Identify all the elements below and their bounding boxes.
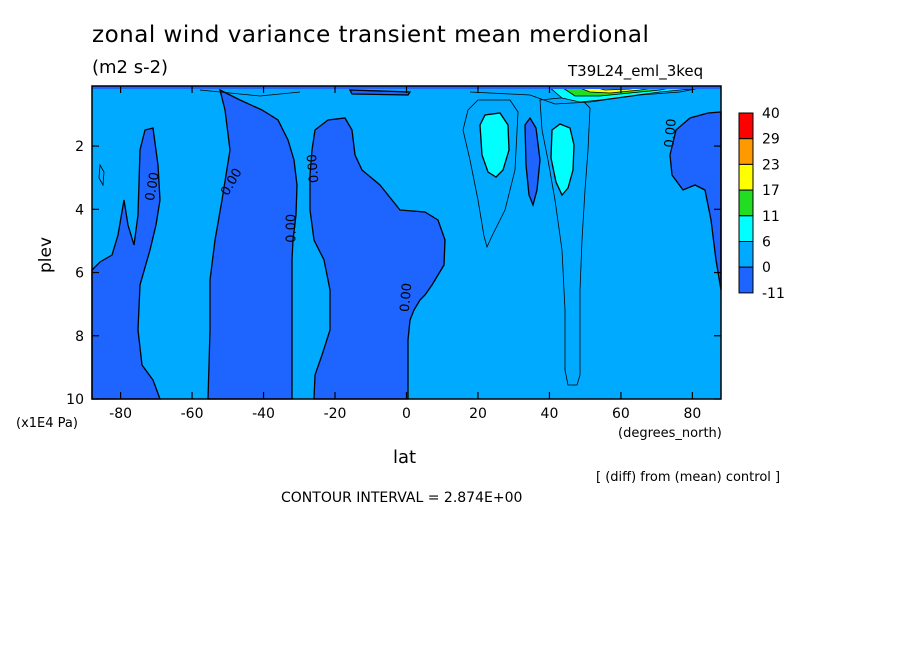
negative-region-far-south bbox=[91, 127, 161, 400]
y-axis-ticks: 2 4 6 8 10 bbox=[66, 139, 721, 408]
colorbar-swatch bbox=[738, 138, 754, 165]
colorbar-label: -11 bbox=[762, 286, 785, 302]
y-tick-label: 6 bbox=[75, 266, 84, 282]
colorbar-label: 11 bbox=[762, 209, 780, 225]
y-axis-unit: (x1E4 Pa) bbox=[16, 416, 78, 431]
contour-interval-label: CONTOUR INTERVAL = 2.874E+00 bbox=[281, 490, 523, 506]
contour-label: 0.00 bbox=[398, 282, 415, 312]
x-axis-label: lat bbox=[393, 447, 417, 468]
x-tick-label: 0 bbox=[402, 406, 411, 422]
contour-label: 0.00 bbox=[305, 153, 322, 183]
x-tick-label: 80 bbox=[683, 406, 701, 422]
x-axis-unit: (degrees_north) bbox=[618, 426, 722, 441]
diff-note: [ (diff) from (mean) control ] bbox=[596, 470, 781, 485]
colorbar-label: 29 bbox=[762, 132, 780, 148]
x-tick-label: 40 bbox=[541, 406, 559, 422]
contour-label: 0.00 bbox=[285, 214, 300, 243]
y-tick-label: 4 bbox=[75, 202, 84, 218]
negative-sliver-top bbox=[348, 89, 412, 96]
negative-region-mid-south bbox=[207, 88, 298, 400]
x-axis-ticks: -80 -60 -40 -20 0 20 40 60 80 bbox=[109, 86, 701, 422]
colorbar-swatch bbox=[738, 266, 754, 294]
x-tick-label: -40 bbox=[252, 406, 275, 422]
colorbar-swatch bbox=[738, 189, 754, 217]
chart-title: zonal wind variance transient mean merdi… bbox=[92, 22, 650, 48]
colorbar-label: 23 bbox=[762, 157, 780, 173]
contour-labels: 0.00 0.000.000.000.000.00 bbox=[143, 118, 680, 313]
colorbar-swatch bbox=[738, 163, 754, 191]
contour-line-50n bbox=[539, 97, 591, 386]
negative-region-subtropic-south bbox=[309, 117, 446, 400]
colorbar: 40 29 23 17 11 6 0 -11 bbox=[738, 106, 785, 302]
negative-region-40n bbox=[524, 116, 541, 208]
positive-cell-25n bbox=[479, 112, 510, 178]
x-tick-label: -60 bbox=[181, 406, 204, 422]
contour-line-top-north bbox=[469, 87, 701, 105]
contour-line-small-south bbox=[98, 163, 105, 187]
x-tick-label: -20 bbox=[324, 406, 347, 422]
colorbar-label: 40 bbox=[762, 106, 780, 122]
colorbar-swatch bbox=[738, 112, 754, 140]
colorbar-label: 6 bbox=[762, 235, 771, 251]
x-tick-label: 60 bbox=[612, 406, 630, 422]
colorbar-label: 0 bbox=[762, 260, 771, 276]
x-tick-label: 20 bbox=[469, 406, 487, 422]
contour-line-top-south bbox=[199, 89, 301, 97]
chart-units: (m2 s-2) bbox=[92, 57, 169, 78]
contour-label: 0.00 bbox=[143, 171, 163, 202]
colorbar-label: 17 bbox=[762, 183, 780, 199]
y-tick-label: 2 bbox=[75, 139, 84, 155]
contour-line-20n bbox=[462, 99, 519, 249]
colorbar-swatch bbox=[738, 215, 754, 243]
y-tick-label: 10 bbox=[66, 392, 84, 408]
colorbar-swatch bbox=[738, 241, 754, 268]
contour-label: 0.00 bbox=[662, 118, 679, 148]
positive-cell-45n bbox=[550, 123, 575, 197]
run-label: T39L24_eml_3keq bbox=[568, 62, 704, 80]
x-tick-label: -80 bbox=[109, 406, 132, 422]
y-tick-label: 8 bbox=[75, 329, 84, 345]
negative-region-far-north bbox=[669, 111, 722, 291]
